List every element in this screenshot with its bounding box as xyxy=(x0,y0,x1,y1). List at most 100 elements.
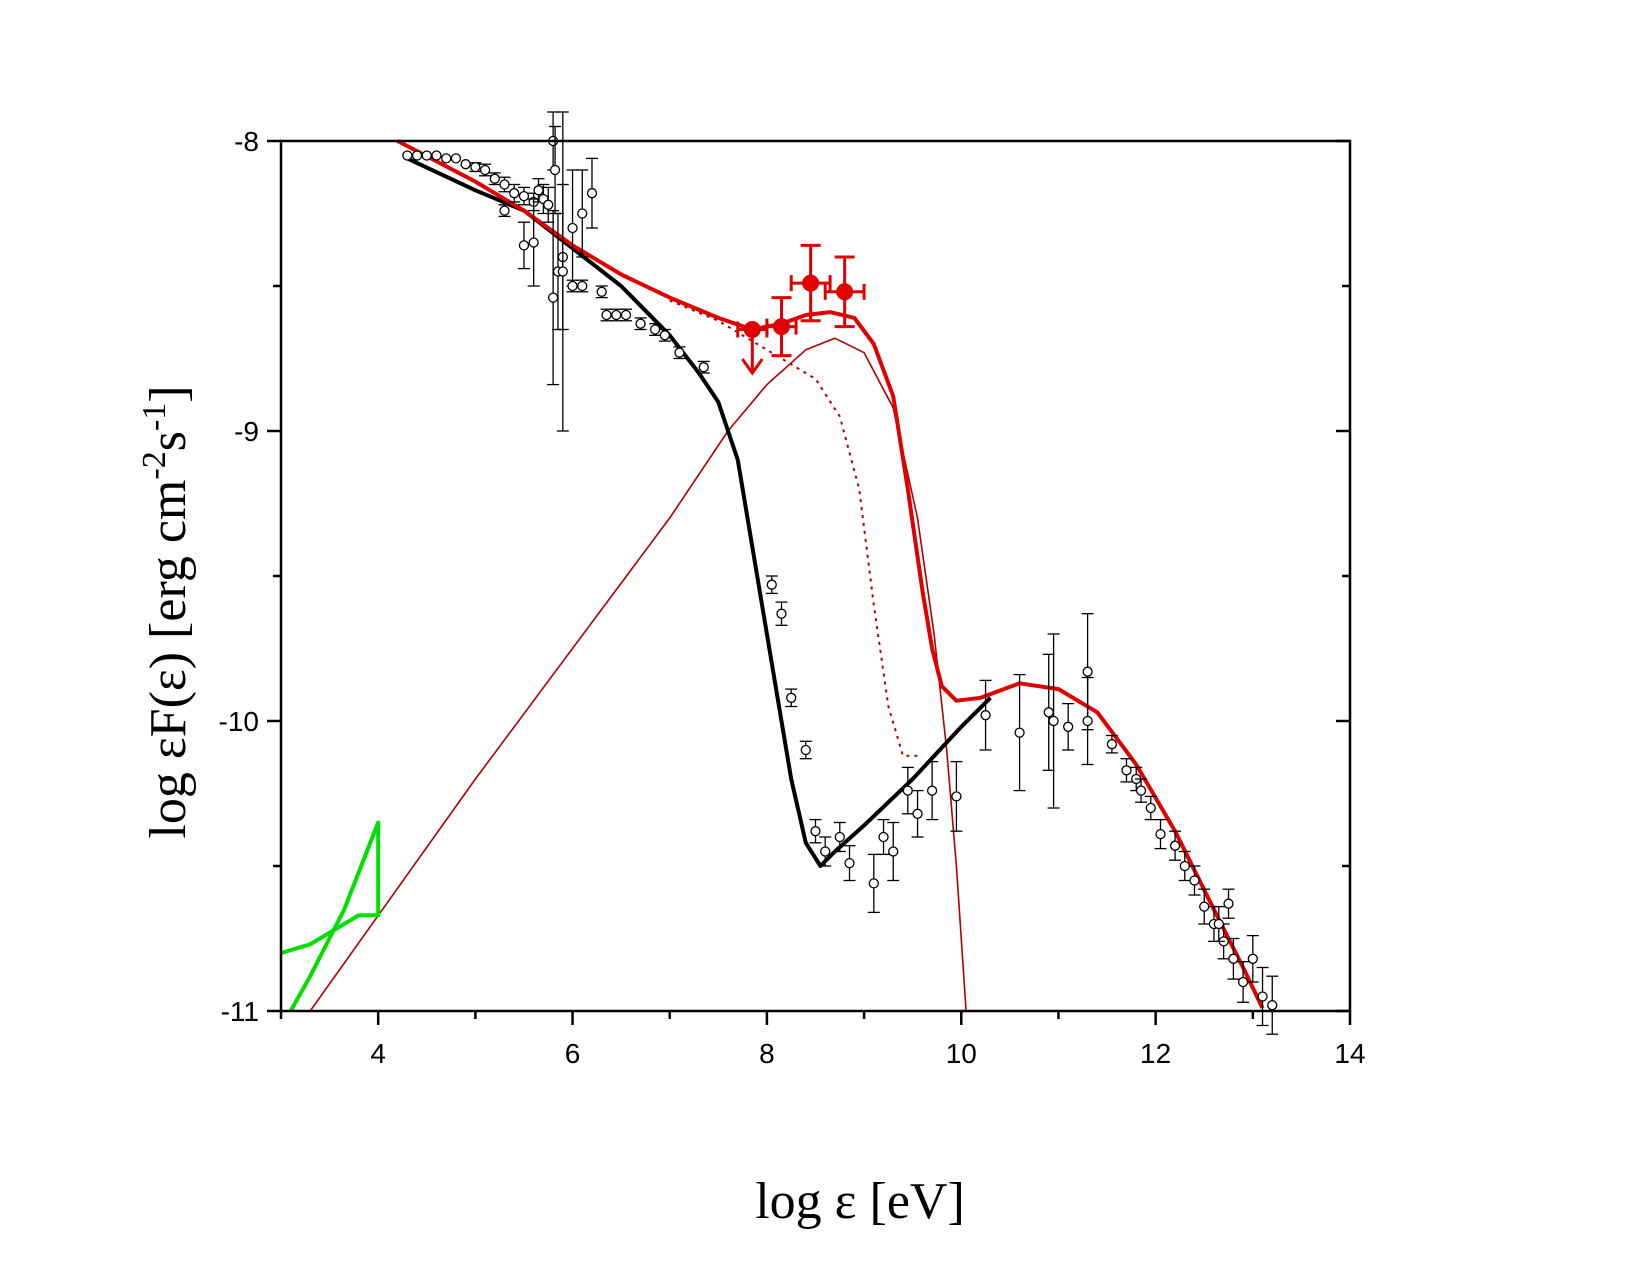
x-tick-label: 8 xyxy=(759,1038,775,1069)
open-data-point xyxy=(509,188,520,199)
y-axis-title-main: log εF(ε) [erg cm xyxy=(140,480,197,839)
y-axis-title-sup1: -2 xyxy=(136,451,173,479)
open-data-point xyxy=(888,846,899,857)
open-data-point xyxy=(567,222,578,234)
open-data-point xyxy=(441,153,452,164)
open-data-point xyxy=(411,150,423,161)
open-data-point xyxy=(1199,901,1210,912)
open-data-point xyxy=(1247,953,1258,964)
open-data-point xyxy=(1257,991,1268,1002)
open-data-point xyxy=(674,347,685,358)
open-data-point xyxy=(577,280,588,292)
red-data-point xyxy=(802,274,820,292)
y-tick-label: -11 xyxy=(221,996,259,1027)
open-data-point xyxy=(1145,802,1156,814)
open-data-point xyxy=(1155,828,1166,840)
open-data-point xyxy=(611,309,622,321)
open-data-point xyxy=(766,579,777,590)
open-data-point xyxy=(844,857,855,869)
open-data-point xyxy=(659,330,671,341)
green-bowtie-line xyxy=(280,820,381,1012)
y-axis-title: log εF(ε) [erg cm-2s-1] xyxy=(136,385,197,838)
open-data-point xyxy=(431,150,442,161)
open-data-point xyxy=(1135,785,1147,796)
open-data-point xyxy=(800,744,811,756)
open-data-point xyxy=(1169,840,1181,851)
open-data-point xyxy=(834,831,845,843)
open-data-point xyxy=(1189,875,1200,886)
y-axis-title-end: ] xyxy=(140,385,197,402)
open-data-point xyxy=(547,292,559,303)
open-data-point xyxy=(1043,707,1054,718)
y-tick-label: -10 xyxy=(219,706,259,737)
open-data-point xyxy=(1048,715,1059,727)
y-tick-label: -8 xyxy=(234,126,259,157)
open-data-point xyxy=(528,237,539,248)
y-axis-title-mid: s xyxy=(140,431,197,451)
open-data-point xyxy=(810,826,821,837)
red-thin-component-line xyxy=(309,337,967,1012)
open-data-point xyxy=(1106,739,1118,750)
open-data-point xyxy=(596,286,607,297)
red-data-point xyxy=(743,321,761,338)
open-data-point xyxy=(470,161,481,173)
x-tick-label: 6 xyxy=(565,1038,581,1069)
open-data-point xyxy=(951,791,962,802)
x-tick-label: 10 xyxy=(946,1038,977,1069)
x-tick-label: 12 xyxy=(1140,1038,1171,1069)
open-data-point xyxy=(402,150,413,161)
x-tick-label: 4 xyxy=(370,1038,386,1069)
open-data-point xyxy=(698,362,709,373)
open-data-point xyxy=(489,173,500,184)
open-data-point xyxy=(586,188,598,199)
open-data-point xyxy=(1179,860,1190,872)
open-data-point xyxy=(479,164,491,176)
x-tick-label: 14 xyxy=(1334,1038,1365,1069)
open-data-point xyxy=(635,318,646,329)
open-data-point xyxy=(460,159,471,170)
open-data-point xyxy=(820,846,831,857)
open-data-point xyxy=(421,150,432,161)
open-data-point xyxy=(902,785,913,796)
x-axis-title: log ε [eV] xyxy=(755,1173,965,1230)
open-data-point xyxy=(543,199,554,210)
open-data-point xyxy=(1014,727,1025,738)
y-axis-title-sup2: -1 xyxy=(136,403,173,431)
open-data-point xyxy=(1121,765,1132,776)
red-dotted-component-line xyxy=(669,299,918,757)
open-data-point xyxy=(786,692,797,703)
open-data-point xyxy=(577,208,588,219)
open-data-point xyxy=(601,309,612,321)
upper-limit-arrow xyxy=(741,358,764,376)
red-data-point xyxy=(772,318,790,336)
red-data-point xyxy=(836,283,854,301)
open-data-point xyxy=(776,608,787,619)
open-data-point xyxy=(1228,953,1239,964)
open-data-point xyxy=(533,185,544,196)
open-data-point xyxy=(1237,976,1249,988)
data-points xyxy=(402,111,1279,1035)
open-data-point xyxy=(1267,1000,1278,1011)
open-data-point xyxy=(868,878,879,889)
axis-ticks: 4 6 8 10 12 14 -11 -10 -9 -8 xyxy=(219,126,1366,1069)
open-data-point xyxy=(1082,715,1093,727)
open-data-point xyxy=(650,324,661,335)
open-data-point xyxy=(1063,721,1074,732)
open-data-point xyxy=(499,179,510,190)
open-data-point xyxy=(518,190,530,202)
open-data-point xyxy=(549,164,561,176)
open-data-point xyxy=(912,808,923,819)
open-data-point xyxy=(557,266,568,277)
open-data-point xyxy=(1223,898,1234,909)
open-data-point xyxy=(926,785,938,796)
open-data-point xyxy=(878,831,889,843)
open-data-point xyxy=(518,240,530,251)
open-data-point xyxy=(450,153,462,164)
red-total-model-line xyxy=(396,139,1265,1009)
open-data-point xyxy=(980,710,991,721)
open-data-point xyxy=(567,280,578,292)
open-data-point xyxy=(1213,918,1224,930)
open-data-point xyxy=(499,205,510,216)
